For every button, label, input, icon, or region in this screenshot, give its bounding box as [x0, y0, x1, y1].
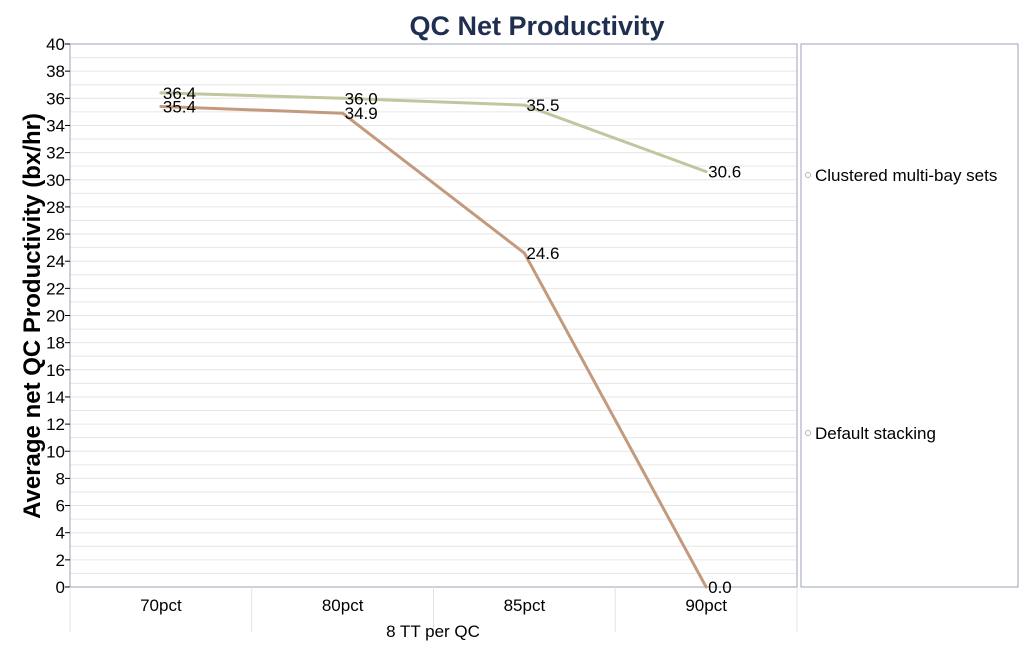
y-tick-label: 26 [46, 225, 65, 244]
legend-frame [800, 43, 1019, 588]
data-point [704, 170, 708, 174]
x-axis-label: 8 TT per QC [386, 622, 480, 641]
legend-marker [805, 430, 811, 436]
data-point [522, 251, 526, 255]
y-tick-label: 2 [56, 551, 65, 570]
data-point [522, 103, 526, 107]
data-label: 36.0 [345, 89, 378, 108]
y-tick-label: 20 [46, 307, 65, 326]
data-point [341, 96, 345, 100]
y-tick-label: 24 [46, 252, 65, 271]
x-tick-label: 85pct [504, 596, 546, 615]
legend-label: Clustered multi-bay sets [815, 166, 997, 185]
y-tick-label: 34 [46, 116, 65, 135]
data-label: 36.4 [163, 84, 196, 103]
y-tick-label: 4 [56, 524, 65, 543]
y-tick-label: 14 [46, 388, 65, 407]
y-tick-label: 38 [46, 62, 65, 81]
x-tick-label: 80pct [322, 596, 364, 615]
data-point [704, 585, 708, 589]
data-label: 0.0 [708, 578, 732, 597]
y-tick-label: 36 [46, 89, 65, 108]
legend-label: Default stacking [815, 424, 936, 443]
series-line [160, 104, 708, 588]
y-tick-label: 0 [56, 578, 65, 597]
y-tick-label: 12 [46, 415, 65, 434]
y-tick-label: 16 [46, 361, 65, 380]
data-point [159, 91, 163, 95]
y-tick-label: 10 [46, 442, 65, 461]
x-axis: 70pct 80pct 85pct 90pct [69, 587, 798, 632]
y-tick-label: 8 [56, 469, 65, 488]
y-tick-label: 22 [46, 279, 65, 298]
x-tick-label: 70pct [140, 596, 182, 615]
data-point [341, 111, 345, 115]
y-tick-label: 40 [46, 35, 65, 54]
y-axis-label: Average net QC Productivity (bx/hr) [19, 113, 46, 519]
y-tick-label: 6 [56, 497, 65, 516]
data-label: 34.9 [345, 104, 378, 123]
data-label: 35.5 [526, 96, 559, 115]
legend-marker [805, 172, 811, 178]
series: 36.4 36.0 35.5 30.6 35.4 34.9 24.6 0.0 [159, 84, 741, 597]
legend: Clustered multi-bay sets Default stacking [805, 166, 997, 443]
y-tick-label: 32 [46, 144, 65, 163]
y-tick-label: 28 [46, 198, 65, 217]
y-tick-label: 18 [46, 334, 65, 353]
data-point [159, 104, 163, 108]
data-label: 30.6 [708, 163, 741, 182]
series-line [160, 91, 707, 174]
data-label: 35.4 [163, 97, 196, 116]
x-tick-label: 90pct [685, 596, 727, 615]
chart-title: QC Net Productivity [409, 11, 664, 41]
grid [70, 43, 797, 588]
y-tick-label: 30 [46, 171, 65, 190]
data-label: 24.6 [526, 244, 559, 263]
